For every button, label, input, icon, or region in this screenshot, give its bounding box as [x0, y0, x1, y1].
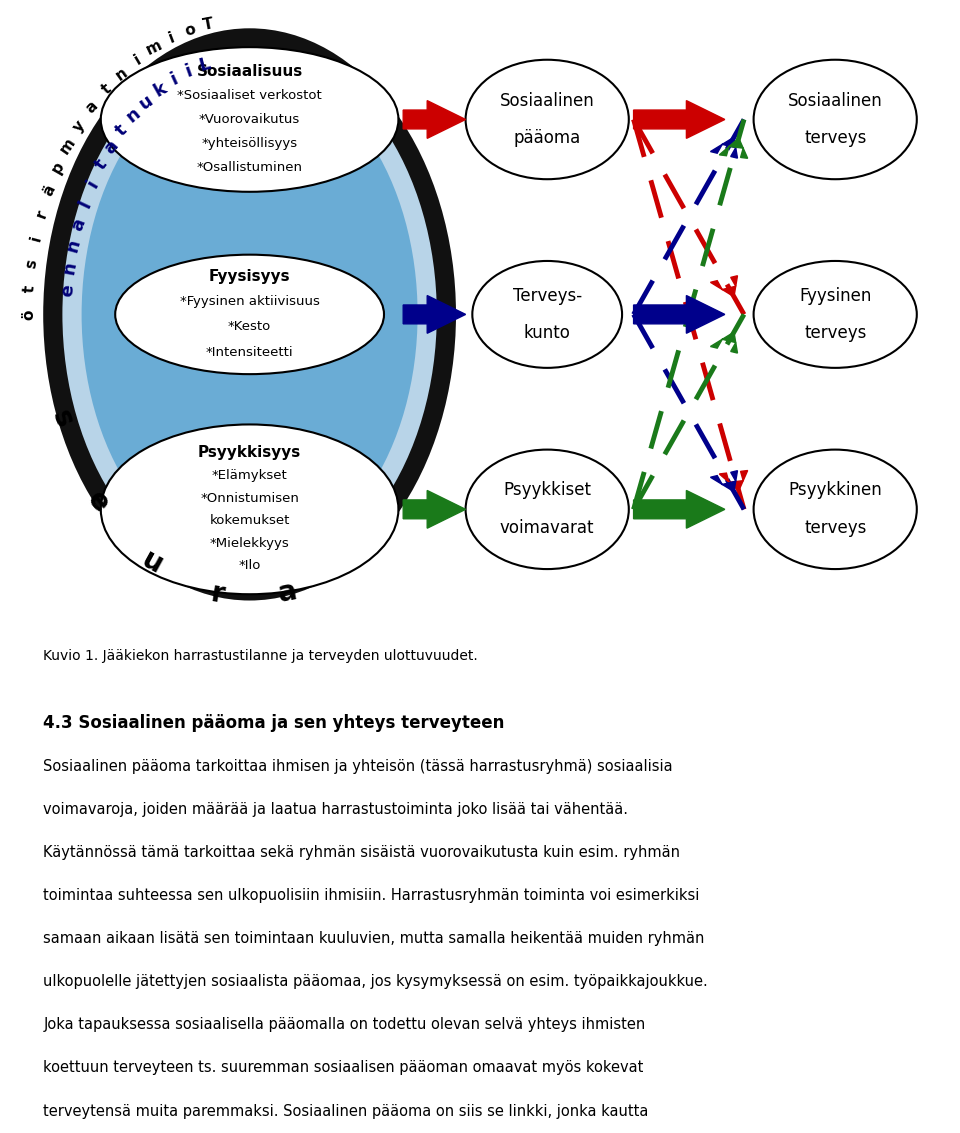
FancyArrow shape: [634, 296, 725, 333]
FancyArrow shape: [719, 470, 748, 491]
Text: toimintaa suhteessa sen ulkopuolisiin ihmisiin. Harrastusryhmän toiminta voi esi: toimintaa suhteessa sen ulkopuolisiin ih…: [43, 888, 700, 903]
Ellipse shape: [101, 425, 398, 594]
Text: a: a: [84, 99, 101, 116]
Text: n: n: [63, 237, 84, 255]
Text: Kuvio 1. Jääkiekon harrastustilanne ja terveyden ulottuvuudet.: Kuvio 1. Jääkiekon harrastustilanne ja t…: [43, 649, 478, 663]
Ellipse shape: [101, 48, 398, 191]
Text: a: a: [276, 577, 300, 608]
Text: i: i: [84, 177, 102, 190]
Text: ä: ä: [40, 182, 58, 198]
Text: *Kesto: *Kesto: [228, 321, 272, 333]
Text: Käytännössä tämä tarkoittaa sekä ryhmän sisäistä vuorovaikutusta kuin esim. ryhm: Käytännössä tämä tarkoittaa sekä ryhmän …: [43, 845, 681, 860]
Text: t: t: [99, 82, 114, 97]
Text: terveys: terveys: [804, 324, 866, 342]
Ellipse shape: [754, 450, 917, 569]
Ellipse shape: [466, 60, 629, 179]
Text: Fyysisyys: Fyysisyys: [208, 270, 291, 284]
Text: Joka tapauksessa sosiaalisella pääomalla on todettu olevan selvä yhteys ihmisten: Joka tapauksessa sosiaalisella pääomalla…: [43, 1017, 645, 1032]
Text: Psyykkinen: Psyykkinen: [788, 482, 882, 500]
Text: *Elämykset: *Elämykset: [212, 469, 287, 482]
Ellipse shape: [472, 261, 622, 368]
Text: i: i: [166, 29, 177, 45]
Text: t: t: [112, 121, 132, 139]
Text: L: L: [197, 54, 212, 75]
Text: *Fyysinen aktiivisuus: *Fyysinen aktiivisuus: [180, 296, 320, 308]
Text: voimavarat: voimavarat: [500, 519, 594, 537]
Text: *yhteisöllisyys: *yhteisöllisyys: [202, 137, 298, 150]
Text: 4.3 Sosiaalinen pääoma ja sen yhteys terveyteen: 4.3 Sosiaalinen pääoma ja sen yhteys ter…: [43, 714, 505, 732]
Text: u: u: [137, 545, 168, 579]
Text: s: s: [46, 406, 78, 432]
Text: l: l: [76, 197, 94, 211]
Text: kokemukset: kokemukset: [209, 514, 290, 527]
Text: terveytensä muita paremmaksi. Sosiaalinen pääoma on siis se linkki, jonka kautta: terveytensä muita paremmaksi. Sosiaaline…: [43, 1104, 649, 1118]
Text: a: a: [68, 215, 89, 233]
Text: n: n: [60, 259, 81, 275]
Text: i: i: [28, 235, 44, 244]
Text: y: y: [70, 118, 88, 135]
Text: kunto: kunto: [524, 324, 570, 342]
FancyArrow shape: [403, 491, 466, 528]
Text: r: r: [34, 208, 50, 220]
Text: r: r: [209, 579, 228, 608]
Text: e: e: [59, 283, 78, 297]
Text: Psyykkisyys: Psyykkisyys: [198, 445, 301, 460]
Text: Psyykkiset: Psyykkiset: [503, 482, 591, 500]
FancyArrow shape: [710, 275, 737, 297]
Ellipse shape: [754, 261, 917, 368]
Text: o: o: [182, 22, 197, 39]
Text: Sosiaalisuus: Sosiaalisuus: [197, 65, 302, 79]
Text: voimavaroja, joiden määrää ja laatua harrastustoiminta joko lisää tai vähentää.: voimavaroja, joiden määrää ja laatua har…: [43, 802, 628, 817]
Text: Sosiaalinen: Sosiaalinen: [788, 92, 882, 110]
Text: s: s: [24, 258, 40, 270]
Text: n: n: [123, 104, 144, 127]
Ellipse shape: [115, 255, 384, 374]
Text: i: i: [168, 70, 180, 90]
Text: e: e: [82, 485, 115, 518]
Text: i: i: [183, 61, 195, 80]
Text: *Osallistuminen: *Osallistuminen: [197, 161, 302, 173]
Text: p: p: [49, 160, 67, 177]
Ellipse shape: [43, 28, 456, 600]
Text: t: t: [91, 156, 111, 173]
FancyArrow shape: [719, 138, 748, 159]
Text: u: u: [136, 91, 156, 113]
Ellipse shape: [754, 60, 917, 179]
Ellipse shape: [466, 450, 629, 569]
FancyArrow shape: [710, 137, 737, 159]
Text: Sosiaalinen: Sosiaalinen: [500, 92, 594, 110]
FancyArrow shape: [710, 470, 737, 492]
Text: ö: ö: [21, 309, 36, 320]
Text: terveys: terveys: [804, 519, 866, 537]
Text: koettuun terveyteen ts. suuremman sosiaalisen pääoman omaavat myös kokevat: koettuun terveyteen ts. suuremman sosiaa…: [43, 1060, 643, 1075]
Text: i: i: [132, 52, 143, 68]
FancyArrow shape: [403, 296, 466, 333]
Text: t: t: [22, 284, 37, 293]
Text: ulkopuolelle jätettyjen sosiaalista pääomaa, jos kysymyksessä on esim. työpaikka: ulkopuolelle jätettyjen sosiaalista pääo…: [43, 974, 708, 989]
Text: samaan aikaan lisätä sen toimintaan kuuluvien, mutta samalla heikentää muiden ry: samaan aikaan lisätä sen toimintaan kuul…: [43, 931, 705, 946]
Ellipse shape: [82, 66, 418, 563]
Text: a: a: [100, 137, 122, 157]
Text: m: m: [144, 37, 164, 58]
Text: *Onnistumisen: *Onnistumisen: [201, 492, 299, 504]
Text: m: m: [58, 136, 79, 157]
FancyArrow shape: [710, 332, 737, 353]
Text: pääoma: pääoma: [514, 129, 581, 147]
FancyArrow shape: [634, 101, 725, 138]
Text: T: T: [202, 16, 215, 33]
Text: n: n: [112, 65, 130, 83]
Text: Fyysinen: Fyysinen: [799, 287, 872, 305]
Text: terveys: terveys: [804, 129, 866, 147]
Text: *Mielekkyys: *Mielekkyys: [209, 537, 290, 550]
Text: *Sosiaaliset verkostot: *Sosiaaliset verkostot: [178, 90, 322, 102]
Text: Terveys-: Terveys-: [513, 287, 582, 305]
Ellipse shape: [62, 48, 437, 581]
Text: k: k: [151, 79, 170, 101]
FancyArrow shape: [634, 491, 725, 528]
Text: *Ilo: *Ilo: [238, 560, 261, 572]
Text: *Vuorovaikutus: *Vuorovaikutus: [199, 113, 300, 126]
FancyArrow shape: [403, 101, 466, 138]
Text: *Intensiteetti: *Intensiteetti: [205, 346, 294, 359]
Text: Sosiaalinen pääoma tarkoittaa ihmisen ja yhteisön (tässä harrastusryhmä) sosiaal: Sosiaalinen pääoma tarkoittaa ihmisen ja…: [43, 759, 673, 774]
